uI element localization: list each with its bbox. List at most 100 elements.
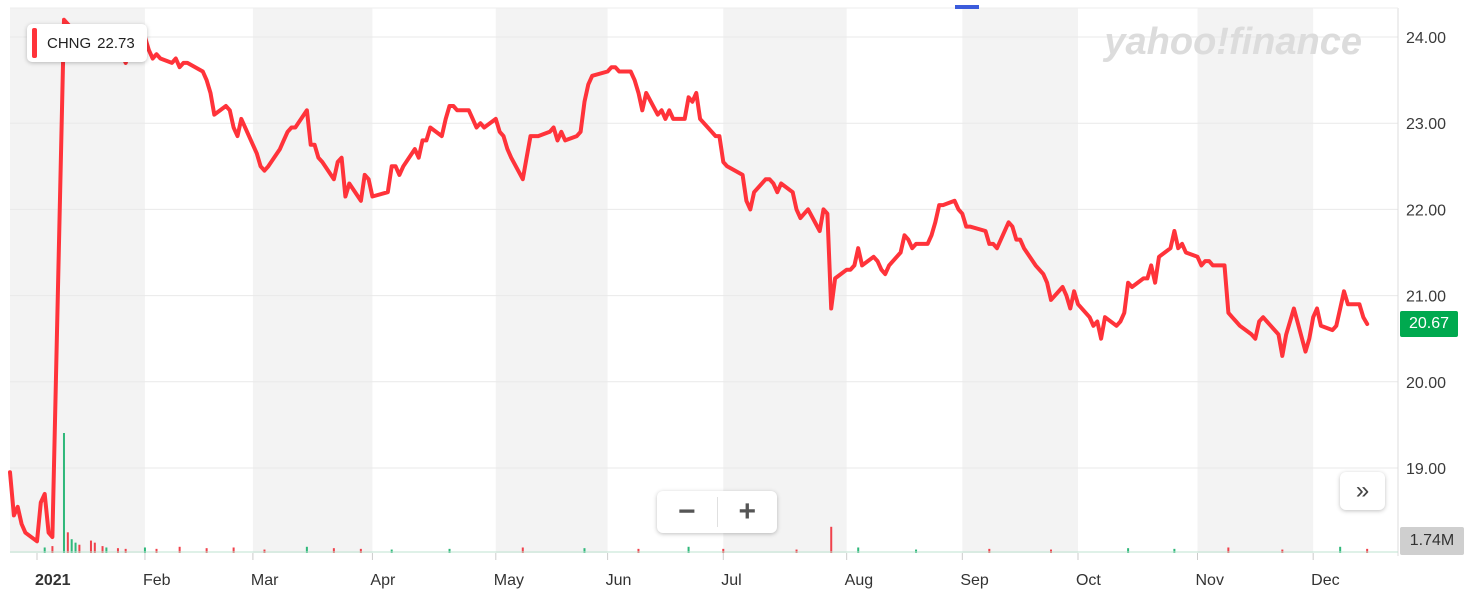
- price-point: [333, 178, 335, 180]
- price-point: [1200, 264, 1202, 266]
- price-point: [1320, 325, 1322, 327]
- price-point: [823, 208, 825, 210]
- price-point: [1104, 316, 1106, 318]
- price-point: [283, 139, 285, 141]
- zoom-out-button[interactable]: −: [677, 495, 696, 528]
- price-point: [422, 139, 424, 141]
- price-point: [1158, 256, 1160, 258]
- price-point: [290, 127, 292, 129]
- price-point: [1235, 320, 1237, 322]
- price-point: [387, 191, 389, 193]
- zoom-in-button[interactable]: +: [738, 495, 757, 528]
- price-point: [368, 178, 370, 180]
- expand-chart-button[interactable]: »: [1340, 472, 1385, 510]
- price-point: [256, 152, 258, 154]
- price-point: [456, 109, 458, 111]
- x-tick-label: Oct: [1076, 572, 1101, 589]
- price-point: [209, 92, 211, 94]
- price-point: [125, 62, 127, 64]
- price-point: [580, 131, 582, 133]
- price-point: [1335, 325, 1337, 327]
- price-point: [63, 19, 65, 21]
- price-point: [1089, 316, 1091, 318]
- price-point: [321, 161, 323, 163]
- price-point: [472, 118, 474, 120]
- price-point: [672, 118, 674, 120]
- price-point: [314, 144, 316, 146]
- price-point: [969, 226, 971, 228]
- price-point: [614, 66, 616, 68]
- price-point: [583, 101, 585, 103]
- price-point: [830, 308, 832, 310]
- volume-bar: [116, 548, 119, 553]
- volume-bar: [89, 540, 92, 553]
- price-point: [503, 135, 505, 137]
- x-tick-label: Feb: [143, 572, 171, 589]
- price-point: [846, 269, 848, 271]
- volume-bar: [101, 546, 104, 553]
- volume-bar: [93, 542, 96, 553]
- volume-bar: [1339, 546, 1342, 553]
- price-point: [229, 109, 231, 111]
- price-point: [927, 243, 929, 245]
- symbol-legend[interactable]: CHNG 22.73: [27, 24, 147, 62]
- price-point: [1227, 312, 1229, 314]
- price-point: [661, 109, 663, 111]
- volume-bar: [74, 542, 77, 553]
- price-point: [1046, 282, 1048, 284]
- price-point: [202, 70, 204, 72]
- price-point: [1019, 239, 1021, 241]
- price-point: [526, 157, 528, 159]
- price-point: [556, 139, 558, 141]
- volume-bar: [124, 548, 127, 553]
- grid-lines: [10, 7, 1399, 556]
- price-point: [148, 49, 150, 51]
- price-point: [402, 165, 404, 167]
- price-point: [1343, 290, 1345, 292]
- volume-bar: [1050, 549, 1052, 553]
- price-point: [171, 62, 173, 64]
- price-point: [1312, 316, 1314, 318]
- x-tick-label: Apr: [370, 572, 396, 589]
- month-bands: [10, 8, 1314, 553]
- price-point: [637, 92, 639, 94]
- price-point: [371, 195, 373, 197]
- price-point: [1366, 323, 1368, 325]
- volume-bar: [155, 548, 158, 553]
- x-tick-label: Jul: [721, 572, 741, 589]
- price-point: [1293, 308, 1295, 310]
- x-tick-label: Dec: [1311, 572, 1339, 589]
- price-point: [391, 165, 393, 167]
- volume-bar: [687, 546, 690, 553]
- price-point: [807, 208, 809, 210]
- volume-bar: [390, 549, 393, 553]
- volume-bar: [857, 547, 860, 553]
- price-point: [657, 114, 659, 116]
- price-point: [549, 131, 551, 133]
- price-point: [24, 532, 26, 534]
- price-point: [1100, 338, 1102, 340]
- price-point: [1250, 333, 1252, 335]
- price-point: [664, 118, 666, 120]
- price-point: [1177, 247, 1179, 249]
- price-point: [1011, 226, 1013, 228]
- price-point: [576, 135, 578, 137]
- price-point: [553, 127, 555, 129]
- price-point: [429, 127, 431, 129]
- y-tick-label: 19.00: [1406, 461, 1446, 478]
- price-point: [799, 217, 801, 219]
- price-point: [884, 273, 886, 275]
- price-point: [772, 183, 774, 185]
- price-point: [1170, 247, 1172, 249]
- price-point: [715, 135, 717, 137]
- price-point: [1258, 320, 1260, 322]
- price-point: [618, 70, 620, 72]
- price-point: [452, 105, 454, 107]
- volume-bar: [62, 433, 65, 553]
- price-point: [726, 165, 728, 167]
- volume-bar: [988, 548, 991, 553]
- price-point: [17, 506, 19, 508]
- price-point: [360, 200, 362, 202]
